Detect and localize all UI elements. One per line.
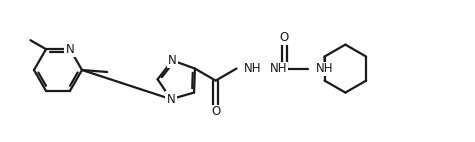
Text: N: N — [66, 43, 75, 56]
Text: N: N — [168, 54, 177, 67]
Text: N: N — [167, 93, 175, 106]
Text: NH: NH — [315, 62, 333, 75]
Text: O: O — [280, 31, 289, 44]
Text: O: O — [211, 105, 220, 118]
Text: NH: NH — [244, 62, 261, 75]
Text: NH: NH — [269, 62, 287, 75]
